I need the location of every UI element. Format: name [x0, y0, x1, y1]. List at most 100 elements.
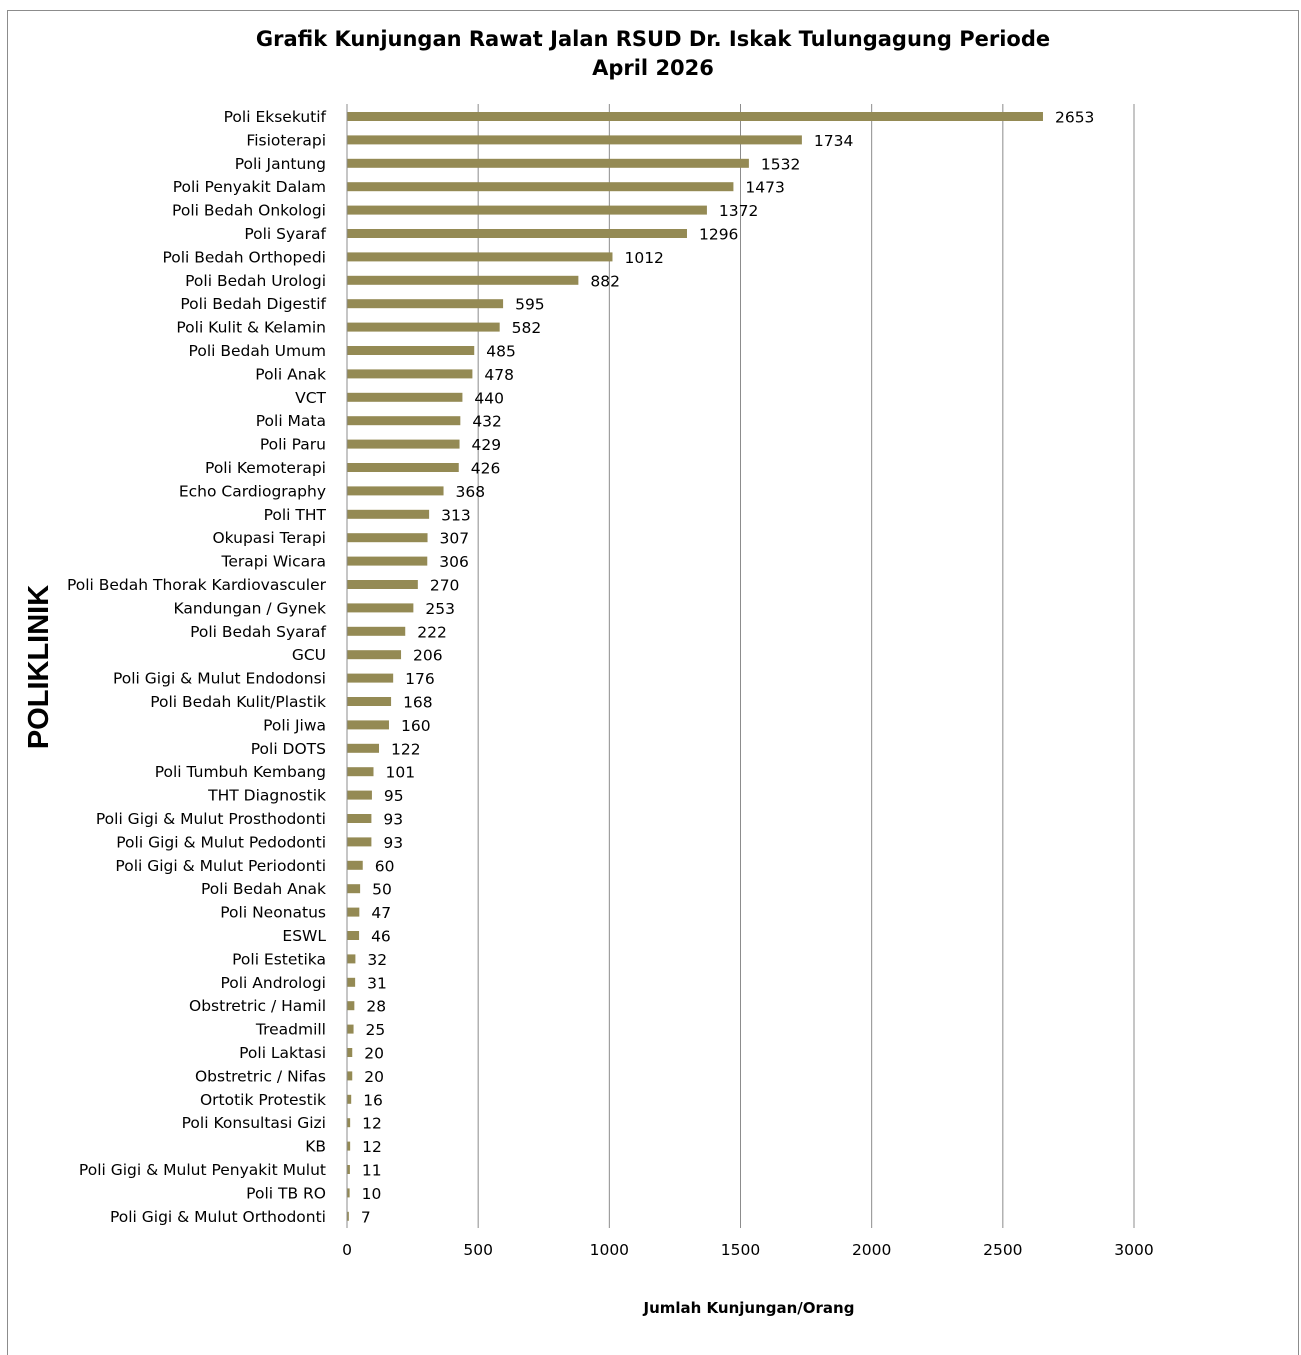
category-label: Poli Tumbuh Kembang	[155, 763, 326, 781]
category-label: Poli Gigi & Mulut Orthodonti	[110, 1208, 326, 1226]
data-label: 46	[371, 928, 391, 946]
data-label: 313	[441, 506, 471, 524]
bar	[347, 439, 460, 449]
data-label: 307	[440, 530, 470, 548]
category-label: Poli Kulit & Kelamin	[176, 319, 326, 337]
category-label: Poli Bedah Thorak Kardiovasculer	[67, 576, 327, 594]
x-tick-label: 2500	[983, 1241, 1022, 1259]
data-label: 93	[383, 834, 403, 852]
data-label: 93	[383, 811, 403, 829]
gridlines	[477, 104, 1135, 1228]
data-label: 28	[366, 998, 386, 1016]
category-label: Fisioterapi	[246, 131, 326, 149]
category-label: VCT	[295, 389, 326, 407]
category-label: THT Diagnostik	[207, 787, 326, 805]
bar	[347, 229, 687, 238]
category-label: Poli THT	[264, 506, 327, 524]
bar	[347, 322, 500, 332]
x-tick-label: 3000	[1114, 1241, 1153, 1259]
bar	[347, 884, 361, 894]
bar	[347, 463, 459, 472]
bar	[347, 346, 475, 355]
data-label: 1296	[699, 226, 738, 244]
category-label: KB	[305, 1138, 326, 1156]
category-label: Poli Penyakit Dalam	[173, 178, 326, 196]
category-label: Echo Cardiography	[179, 482, 326, 500]
data-label: 12	[362, 1138, 382, 1156]
bar	[347, 533, 428, 543]
data-label: 222	[417, 623, 447, 641]
bar	[347, 1118, 351, 1128]
bar	[347, 837, 372, 847]
x-axis-title: Jumlah Kunjungan/Orang	[643, 1299, 855, 1317]
bar	[347, 416, 461, 426]
data-label: 31	[367, 974, 387, 992]
bar	[347, 1141, 351, 1151]
category-labels: Poli Eksekutif Fisioterapi Poli Jantung Pol…	[67, 108, 327, 1226]
bar	[347, 509, 430, 519]
category-label: Poli DOTS	[251, 740, 326, 758]
category-label: Ortotik Protestik	[200, 1091, 326, 1109]
bar	[347, 720, 389, 730]
value-labels: 2653173415321473137212961012882595582485…	[361, 109, 1095, 1227]
x-tick-label: 0	[342, 1241, 352, 1259]
data-label: 25	[366, 1021, 386, 1039]
bar	[347, 486, 444, 496]
data-label: 432	[472, 413, 502, 431]
category-label: Poli Bedah Digestif	[180, 295, 326, 313]
bar	[347, 580, 418, 589]
bar	[347, 1188, 350, 1198]
category-label: Poli Paru	[260, 436, 326, 454]
data-label: 12	[362, 1115, 382, 1133]
data-label: 32	[367, 951, 387, 969]
data-label: 478	[484, 366, 514, 384]
category-label: Poli Neonatus	[220, 904, 326, 922]
data-label: 440	[474, 389, 504, 407]
bar	[347, 182, 734, 192]
category-label: Poli Bedah Anak	[201, 880, 326, 898]
bar	[347, 369, 473, 379]
data-label: 50	[372, 881, 392, 899]
x-tick-label: 500	[463, 1241, 493, 1259]
bar	[347, 767, 374, 777]
data-label: 1734	[814, 132, 853, 150]
data-label: 1473	[745, 179, 784, 197]
chart-frame	[7, 10, 1299, 1355]
data-label: 95	[384, 787, 404, 805]
bar	[347, 931, 360, 940]
x-tick-label: 2000	[852, 1241, 891, 1259]
category-label: Poli Anak	[255, 365, 326, 383]
category-label: Poli Konsultasi Gizi	[182, 1114, 326, 1132]
data-label: 10	[362, 1185, 382, 1203]
bar	[347, 112, 1043, 121]
data-label: 47	[371, 904, 391, 922]
bar	[347, 1024, 354, 1034]
data-label: 176	[405, 670, 435, 688]
bar	[347, 814, 372, 823]
data-label: 160	[401, 717, 431, 735]
bar	[347, 252, 613, 262]
category-label: GCU	[292, 646, 326, 664]
category-label: Poli TB RO	[246, 1184, 326, 1202]
bar	[347, 977, 356, 987]
category-label: Poli Jantung	[235, 155, 326, 173]
bar	[347, 556, 428, 566]
data-label: 426	[471, 460, 501, 478]
bar	[347, 1001, 355, 1011]
data-label: 485	[486, 343, 516, 361]
data-label: 1532	[761, 155, 800, 173]
category-label: Poli Bedah Umum	[189, 342, 326, 360]
bar	[347, 790, 372, 800]
category-label: Okupasi Terapi	[212, 529, 326, 547]
bar	[347, 603, 414, 613]
category-label: Kandungan / Gynek	[174, 599, 326, 617]
data-label: 20	[364, 1068, 384, 1086]
data-label: 168	[403, 694, 433, 712]
data-label: 1012	[624, 249, 663, 267]
data-label: 122	[391, 740, 421, 758]
bar	[347, 392, 463, 402]
chart-title-line-2: April 2026	[592, 56, 714, 80]
category-label: Poli Eksekutif	[224, 108, 327, 126]
data-label: 7	[361, 1208, 371, 1226]
